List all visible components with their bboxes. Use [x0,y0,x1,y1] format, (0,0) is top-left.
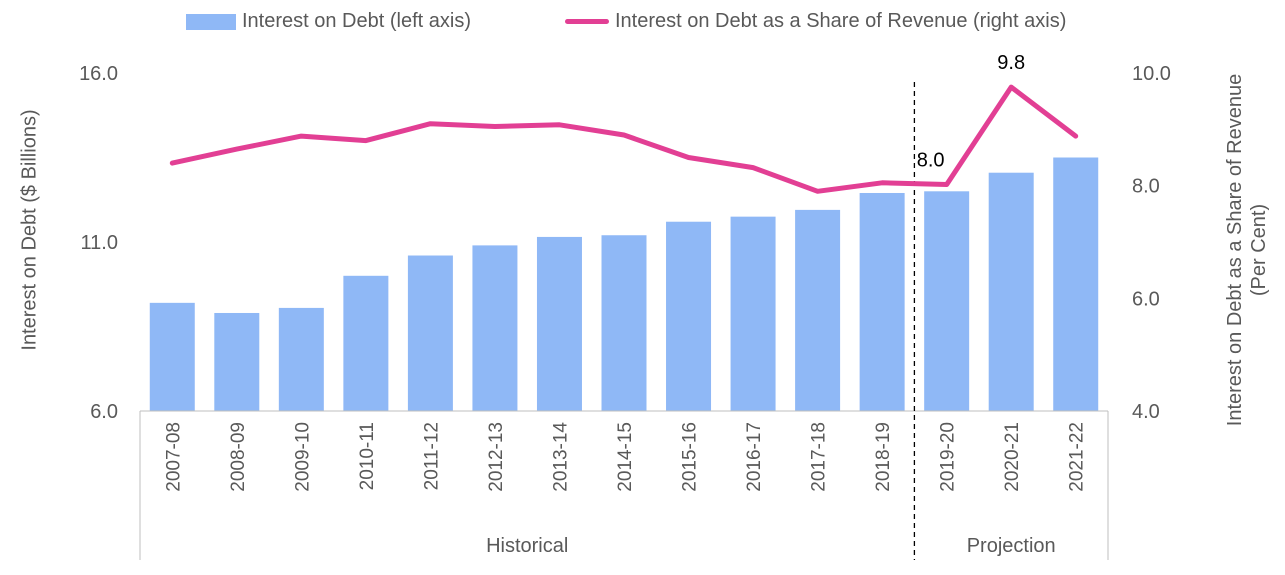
left-tick-label-6.0: 6.0 [90,401,118,423]
bar-2021-22 [1053,157,1099,411]
bar-2009-10 [278,307,324,411]
bar-2013-14 [536,236,582,411]
x-tick-label-2021-22: 2021-22 [1067,422,1088,492]
bar-2008-09 [214,312,260,411]
group-label-projection: Projection [967,535,1056,557]
x-tick-label-2010-11: 2010-11 [357,422,378,490]
bar-2016-17 [730,216,776,411]
bar-2007-08 [149,302,195,411]
bar-2011-12 [407,255,453,411]
bar-2012-13 [472,245,518,411]
bar-2014-15 [601,235,647,411]
x-tick-label-2008-09: 2008-09 [228,422,249,492]
right-tick-label-10.0: 10.0 [1132,63,1171,85]
x-tick-label-2016-17: 2016-17 [744,422,765,492]
x-tick-label-2017-18: 2017-18 [809,422,830,492]
x-tick-label-2011-12: 2011-12 [421,422,442,490]
legend-label-bar: Interest on Debt (left axis) [242,10,471,32]
right-tick-label-8.0: 8.0 [1132,176,1160,198]
left-tick-label-11.0: 11.0 [81,232,118,254]
legend-item-bar: Interest on Debt (left axis) [186,10,471,33]
group-label-historical: Historical [486,535,568,557]
right-tick-label-4.0: 4.0 [1132,401,1160,423]
x-tick-label-2007-08: 2007-08 [163,422,184,492]
line-share-of-revenue [169,84,1079,194]
bar-2020-21 [988,172,1034,411]
left-tick-label-16.0: 16.0 [79,63,118,85]
bar-2010-11 [343,275,389,411]
right-tick-label-6.0: 6.0 [1132,288,1160,310]
x-tick-label-2012-13: 2012-13 [486,422,507,492]
x-tick-label-2009-10: 2009-10 [292,422,313,492]
legend-label-line: Interest on Debt as a Share of Revenue (… [615,10,1067,32]
x-tick-label-2020-21: 2020-21 [1002,422,1023,492]
bar-2019-20 [924,191,970,411]
data-label-2019-20: 8.0 [917,150,945,172]
data-label-2020-21: 9.8 [997,52,1025,74]
x-tick-label-2019-20: 2019-20 [938,422,959,492]
legend-item-line: Interest on Debt as a Share of Revenue (… [565,10,1066,33]
x-tick-label-2013-14: 2013-14 [550,422,571,492]
x-tick-label-2018-19: 2018-19 [873,422,894,492]
x-tick-label-2015-16: 2015-16 [680,422,701,492]
bar-2015-16 [666,221,712,411]
bar-2017-18 [795,209,841,411]
bar-2018-19 [859,192,905,411]
chart-legend: Interest on Debt (left axis) Interest on… [0,10,1285,40]
x-tick-label-2014-15: 2014-15 [615,422,636,492]
legend-swatch-bar [186,13,236,30]
legend-swatch-line [565,19,609,24]
